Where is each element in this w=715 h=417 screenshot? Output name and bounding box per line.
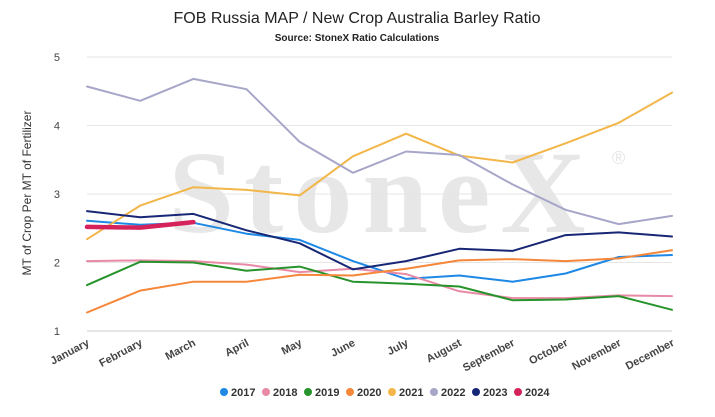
series-line-2022 [86, 77, 673, 226]
legend-item-2021[interactable]: 2021 [388, 387, 423, 399]
series-line-2019 [86, 260, 673, 311]
legend-item-2022[interactable]: 2022 [430, 387, 465, 399]
legend-marker [304, 388, 312, 396]
chart-subtitle: Source: StoneX Ratio Calculations [275, 33, 440, 44]
legend-marker [220, 388, 228, 396]
legend-label: 2017 [231, 387, 255, 399]
x-tick-label: May [280, 337, 305, 358]
watermark-text: StoneX [168, 127, 595, 258]
legend-item-2020[interactable]: 2020 [346, 387, 381, 399]
y-axis-title: MT of Crop Per MT of Fertilizer [20, 111, 34, 276]
legend-item-2018[interactable]: 2018 [262, 387, 297, 399]
series-line-2023 [86, 210, 673, 271]
legend-label: 2020 [357, 387, 381, 399]
x-tick-label: November [570, 337, 624, 373]
series-lines [84, 77, 673, 314]
legend-marker [430, 388, 438, 396]
legend-label: 2019 [315, 387, 339, 399]
legend: 2017 2018 2019 2020 2021 2022 2023 2024 [220, 387, 550, 399]
legend-label: 2022 [441, 387, 465, 399]
chart-title: FOB Russia MAP / New Crop Australia Barl… [174, 10, 541, 27]
x-tick-label: June [329, 337, 357, 360]
x-tick-label: March [164, 337, 198, 363]
x-tick-label: April [223, 337, 251, 359]
x-tick-label: August [425, 337, 464, 366]
y-tick-label: 2 [54, 258, 60, 270]
series-line-2020 [86, 249, 673, 314]
legend-marker [262, 388, 270, 396]
y-axis-ticks: 1 2 3 4 5 [54, 52, 60, 338]
legend-item-2017[interactable]: 2017 [220, 387, 255, 399]
series-line-2021 [86, 91, 673, 241]
watermark-registered-mark: ® [612, 148, 625, 168]
legend-marker [514, 388, 522, 396]
legend-item-2023[interactable]: 2023 [472, 387, 507, 399]
legend-label: 2023 [483, 387, 507, 399]
x-tick-label: February [97, 337, 145, 370]
legend-item-2024[interactable]: 2024 [514, 387, 550, 399]
legend-label: 2024 [525, 387, 550, 399]
x-tick-label: September [461, 337, 517, 375]
legend-label: 2018 [273, 387, 297, 399]
x-tick-label: October [527, 337, 571, 368]
watermark-logo: StoneX ® [168, 127, 625, 258]
y-tick-label: 1 [54, 326, 60, 338]
x-tick-label: January [49, 337, 93, 368]
legend-item-2019[interactable]: 2019 [304, 387, 339, 399]
legend-marker [346, 388, 354, 396]
y-tick-label: 4 [54, 121, 60, 133]
x-tick-label: December [624, 337, 677, 373]
series-line-2024 [84, 219, 196, 230]
x-axis-ticks: January February March April May June July Augu… [49, 337, 678, 375]
y-tick-label: 3 [54, 189, 60, 201]
legend-label: 2021 [399, 387, 423, 399]
legend-marker [472, 388, 480, 396]
y-tick-label: 5 [54, 52, 60, 64]
legend-marker [388, 388, 396, 396]
x-tick-label: July [385, 337, 411, 358]
